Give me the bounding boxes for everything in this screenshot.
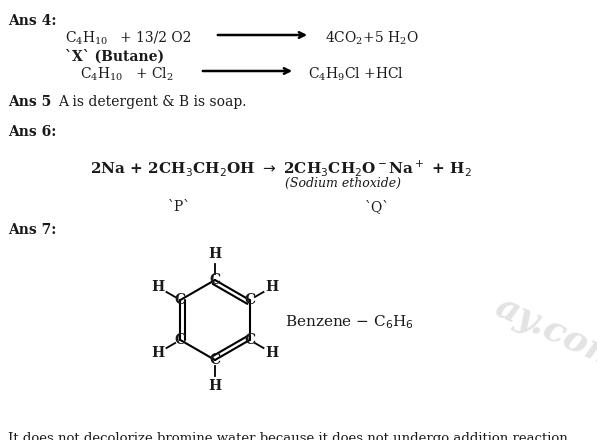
- Text: It does not decolorize bromine water because it does not undergo addition reacti: It does not decolorize bromine water bec…: [8, 432, 572, 440]
- Text: 2Na + 2CH$_3$CH$_2$OH $\rightarrow$ 2CH$_3$CH$_2$O$^-$Na$^+$ + H$_2$: 2Na + 2CH$_3$CH$_2$OH $\rightarrow$ 2CH$…: [90, 158, 472, 178]
- Text: $\mathregular{C_4H_{10}}$: $\mathregular{C_4H_{10}}$: [80, 66, 124, 84]
- Text: H: H: [208, 379, 221, 393]
- Text: Ans 4:: Ans 4:: [8, 14, 57, 28]
- Text: H: H: [151, 280, 164, 294]
- Text: $\mathregular{4CO_2}$+5 $\mathregular{H_2O}$: $\mathregular{4CO_2}$+5 $\mathregular{H_…: [325, 30, 418, 48]
- Text: ay.com: ay.com: [490, 290, 597, 379]
- Text: H: H: [266, 280, 279, 294]
- Text: C: C: [244, 333, 255, 347]
- Text: C: C: [244, 293, 255, 307]
- Text: `X` (Butane): `X` (Butane): [65, 49, 164, 63]
- Text: C: C: [175, 333, 186, 347]
- Text: `Q`: `Q`: [365, 200, 390, 214]
- Text: H: H: [266, 346, 279, 360]
- Text: H: H: [151, 346, 164, 360]
- Text: + Cl$\mathregular{_2}$: + Cl$\mathregular{_2}$: [135, 66, 174, 84]
- Text: H: H: [208, 247, 221, 261]
- Text: Benzene $-$ C$_6$H$_6$: Benzene $-$ C$_6$H$_6$: [285, 313, 414, 331]
- Text: `P`: `P`: [168, 200, 191, 214]
- Text: Ans 7:: Ans 7:: [8, 223, 56, 237]
- Text: C: C: [210, 353, 220, 367]
- Text: + 13/2 O2: + 13/2 O2: [120, 30, 192, 44]
- Text: (Sodium ethoxide): (Sodium ethoxide): [285, 177, 401, 190]
- Text: Ans 5: Ans 5: [8, 95, 51, 109]
- Text: C: C: [210, 273, 220, 287]
- Text: A is detergent & B is soap.: A is detergent & B is soap.: [58, 95, 247, 109]
- Text: Ans 6:: Ans 6:: [8, 125, 56, 139]
- Text: $\mathregular{C_4H_9}$Cl +HCl: $\mathregular{C_4H_9}$Cl +HCl: [308, 66, 404, 84]
- Text: C: C: [175, 293, 186, 307]
- Text: $\mathregular{C_4H_{10}}$: $\mathregular{C_4H_{10}}$: [65, 30, 108, 48]
